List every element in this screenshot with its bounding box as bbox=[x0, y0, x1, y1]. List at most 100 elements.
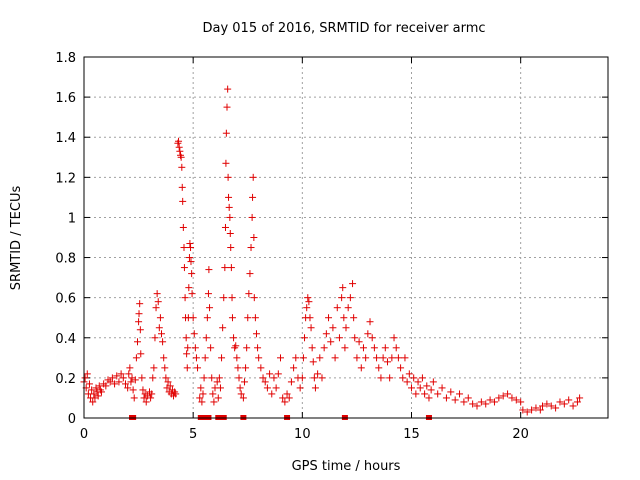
data-point bbox=[219, 324, 227, 332]
data-point bbox=[139, 386, 147, 394]
y-tick-label: 0.2 bbox=[55, 372, 76, 387]
data-point bbox=[232, 342, 240, 350]
data-point bbox=[268, 390, 276, 398]
data-point bbox=[388, 354, 396, 362]
data-point bbox=[94, 392, 102, 400]
data-point bbox=[292, 354, 300, 362]
data-point bbox=[308, 344, 316, 352]
data-point bbox=[399, 374, 407, 382]
data-point bbox=[205, 266, 213, 274]
data-point bbox=[320, 344, 328, 352]
data-point bbox=[158, 330, 166, 338]
data-point bbox=[236, 384, 244, 392]
data-point bbox=[335, 334, 343, 342]
data-point bbox=[230, 334, 238, 342]
data-point bbox=[381, 344, 389, 352]
data-point bbox=[246, 270, 254, 278]
data-point bbox=[150, 364, 158, 372]
data-point bbox=[203, 314, 211, 322]
data-point bbox=[136, 326, 144, 334]
data-point bbox=[341, 344, 349, 352]
data-point bbox=[392, 344, 400, 352]
data-point bbox=[464, 394, 472, 402]
data-point bbox=[206, 304, 214, 312]
x-tick-label: 20 bbox=[512, 427, 529, 442]
data-point bbox=[249, 193, 257, 201]
data-point bbox=[425, 394, 433, 402]
data-point bbox=[135, 318, 143, 326]
data-point bbox=[298, 374, 306, 382]
data-point bbox=[379, 354, 387, 362]
data-point bbox=[191, 344, 199, 352]
data-point bbox=[198, 398, 206, 406]
data-point bbox=[204, 290, 212, 298]
data-point bbox=[126, 364, 134, 372]
data-point bbox=[188, 290, 196, 298]
data-point bbox=[386, 374, 394, 382]
data-point bbox=[447, 388, 455, 396]
data-point bbox=[166, 382, 174, 390]
y-tick-label: 1.6 bbox=[55, 91, 76, 106]
data-point bbox=[556, 398, 564, 406]
data-point bbox=[249, 173, 257, 181]
data-point bbox=[214, 394, 222, 402]
data-point bbox=[362, 354, 370, 362]
data-point bbox=[225, 193, 233, 201]
data-point bbox=[97, 388, 105, 396]
data-point bbox=[299, 354, 307, 362]
data-point bbox=[136, 300, 144, 308]
plot-frame bbox=[83, 56, 609, 419]
data-point bbox=[248, 213, 256, 221]
data-point bbox=[290, 364, 298, 372]
data-point bbox=[133, 338, 141, 346]
data-point bbox=[272, 384, 280, 392]
data-point bbox=[124, 384, 132, 392]
data-point bbox=[178, 183, 186, 191]
data-point bbox=[325, 314, 333, 322]
data-point bbox=[111, 380, 119, 388]
data-point bbox=[310, 374, 318, 382]
data-point bbox=[340, 314, 348, 322]
data-point bbox=[490, 398, 498, 406]
data-point bbox=[442, 394, 450, 402]
data-point bbox=[401, 354, 409, 362]
data-point bbox=[220, 294, 228, 302]
data-point bbox=[148, 390, 156, 398]
data-point bbox=[242, 364, 250, 372]
data-point bbox=[155, 324, 163, 332]
data-point bbox=[121, 380, 129, 388]
data-point bbox=[233, 354, 241, 362]
data-point bbox=[177, 153, 185, 161]
data-point bbox=[221, 223, 229, 231]
data-point bbox=[576, 394, 584, 402]
data-point bbox=[185, 254, 193, 262]
data-point bbox=[523, 408, 531, 416]
data-point bbox=[560, 400, 568, 408]
data-point bbox=[565, 396, 573, 404]
data-point bbox=[187, 244, 195, 252]
data-point bbox=[285, 394, 293, 402]
data-point bbox=[412, 390, 420, 398]
data-point bbox=[254, 344, 262, 352]
data-point bbox=[528, 406, 536, 414]
data-point bbox=[508, 394, 516, 402]
data-point bbox=[222, 159, 230, 167]
data-point bbox=[418, 374, 426, 382]
data-point bbox=[147, 394, 155, 402]
data-point bbox=[304, 294, 312, 302]
data-point bbox=[226, 213, 234, 221]
data-point bbox=[410, 374, 418, 382]
data-point bbox=[344, 304, 352, 312]
data-point bbox=[569, 402, 577, 410]
data-point bbox=[255, 354, 263, 362]
data-point bbox=[117, 370, 125, 378]
data-point bbox=[149, 374, 157, 382]
data-point bbox=[224, 85, 232, 93]
data-point bbox=[221, 264, 229, 272]
data-point bbox=[250, 294, 258, 302]
data-point bbox=[338, 294, 346, 302]
data-point bbox=[179, 223, 187, 231]
data-point bbox=[394, 354, 402, 362]
